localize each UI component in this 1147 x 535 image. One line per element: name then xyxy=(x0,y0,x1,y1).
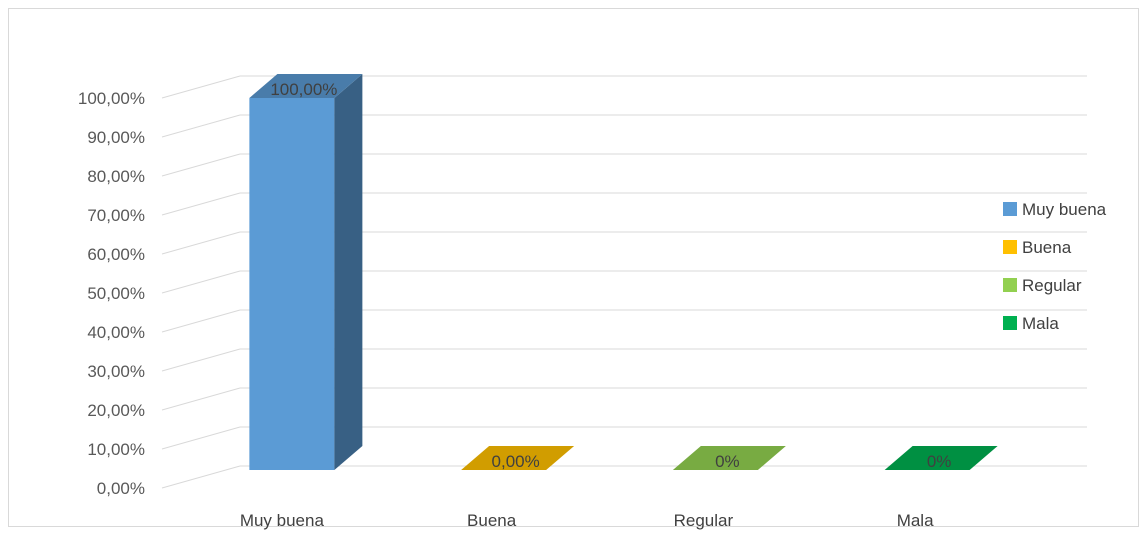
legend-swatch xyxy=(1003,278,1017,292)
y-tick-label: 30,00% xyxy=(87,362,145,381)
bar-flat xyxy=(461,446,575,470)
side-gridline xyxy=(161,465,241,489)
bar-side xyxy=(334,74,363,470)
data-label: 0,00% xyxy=(492,452,540,471)
x-tick-label: Regular xyxy=(674,511,734,530)
y-tick-label: 80,00% xyxy=(87,167,145,186)
side-gridline xyxy=(161,309,241,333)
x-tick-label: Buena xyxy=(467,511,517,530)
bar-front xyxy=(249,98,335,470)
side-gridline xyxy=(161,387,241,411)
side-gridline xyxy=(161,348,241,372)
chart-area xyxy=(8,8,1139,527)
data-label: 0% xyxy=(927,452,952,471)
legend-swatch xyxy=(1003,316,1017,330)
x-tick-label: Muy buena xyxy=(240,511,325,530)
side-gridline xyxy=(161,426,241,450)
bar-flat xyxy=(672,446,786,470)
x-tick-label: Mala xyxy=(897,511,934,530)
data-label: 0% xyxy=(715,452,740,471)
side-gridline xyxy=(161,153,241,177)
y-tick-label: 70,00% xyxy=(87,206,145,225)
y-tick-label: 10,00% xyxy=(87,440,145,459)
y-tick-label: 20,00% xyxy=(87,401,145,420)
bar-flat xyxy=(884,446,998,470)
legend-label: Muy buena xyxy=(1022,200,1107,219)
y-tick-label: 60,00% xyxy=(87,245,145,264)
y-tick-label: 40,00% xyxy=(87,323,145,342)
legend-label: Regular xyxy=(1022,276,1082,295)
legend-swatch xyxy=(1003,240,1017,254)
y-tick-label: 0,00% xyxy=(97,479,145,498)
side-gridline xyxy=(161,75,241,99)
data-label: 100,00% xyxy=(270,80,337,99)
y-tick-label: 50,00% xyxy=(87,284,145,303)
bar-top xyxy=(249,74,363,98)
legend-swatch xyxy=(1003,202,1017,216)
y-tick-label: 90,00% xyxy=(87,128,145,147)
side-gridline xyxy=(161,192,241,216)
side-gridline xyxy=(161,270,241,294)
side-gridline xyxy=(161,231,241,255)
y-tick-label: 100,00% xyxy=(78,89,145,108)
legend-label: Buena xyxy=(1022,238,1072,257)
side-gridline xyxy=(161,114,241,138)
legend-label: Mala xyxy=(1022,314,1059,333)
